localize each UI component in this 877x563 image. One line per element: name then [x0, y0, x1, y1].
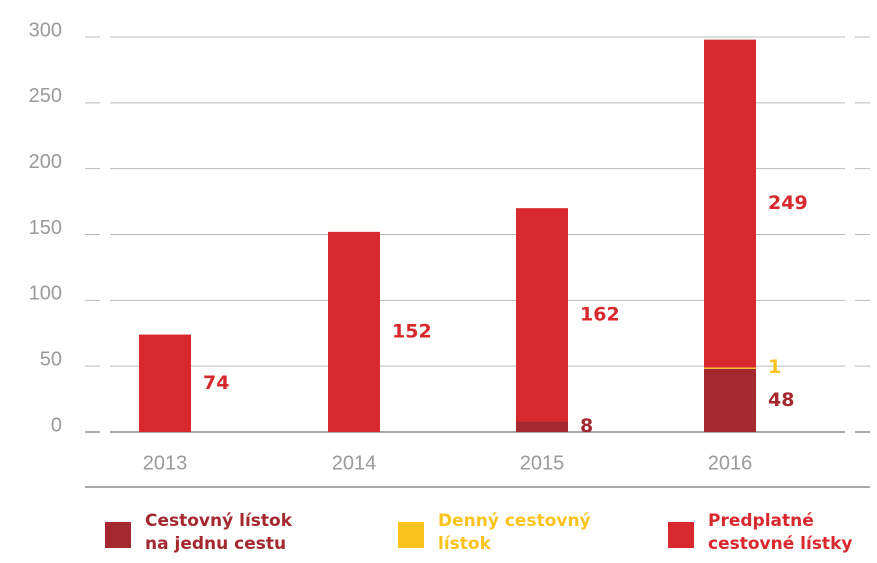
- bar-segment: [704, 39, 756, 368]
- x-tick-label: 2013: [143, 452, 188, 474]
- legend-swatch: [398, 522, 424, 548]
- bar-segment: [516, 208, 568, 422]
- bar-segment: [704, 367, 756, 369]
- value-label: 249: [768, 192, 808, 214]
- legend-item: Denný cestovný lístok: [398, 510, 608, 556]
- y-tick-label: 0: [51, 414, 62, 436]
- value-label: 74: [203, 372, 229, 394]
- plot: 0 50 100 150 200 250 300 2013 74 2014 152 2015 8 162 2…: [29, 19, 870, 488]
- legend-label: Predplatné cestovné lístky: [708, 511, 853, 554]
- bar-segment: [516, 421, 568, 432]
- legend-swatch: [105, 522, 131, 548]
- bar-segment: [139, 334, 191, 432]
- legend-label: Denný cestovný lístok: [438, 511, 591, 554]
- legend-swatch: [668, 522, 694, 548]
- y-tick-label: 200: [29, 151, 62, 173]
- y-tick-label: 100: [29, 283, 62, 305]
- value-label: 48: [768, 389, 794, 411]
- value-label: 162: [580, 303, 620, 325]
- legend-label: Cestovný lístok na jednu cestu: [145, 511, 292, 554]
- x-tick-label: 2014: [332, 452, 377, 474]
- bar-segment: [704, 368, 756, 432]
- value-label: 152: [392, 320, 432, 342]
- legend-item: Cestovný lístok na jednu cestu: [105, 510, 320, 556]
- legend-item: Predplatné cestovné lístky: [668, 510, 877, 556]
- y-tick-label: 300: [29, 19, 62, 41]
- y-tick-label: 250: [29, 85, 62, 107]
- bar-segment: [328, 231, 380, 432]
- value-label: 8: [580, 415, 593, 437]
- x-tick-label: 2015: [520, 452, 565, 474]
- value-label: 1: [768, 356, 781, 378]
- y-tick-label: 150: [29, 217, 62, 239]
- x-tick-label: 2016: [708, 452, 753, 474]
- y-tick-label: 50: [40, 348, 62, 370]
